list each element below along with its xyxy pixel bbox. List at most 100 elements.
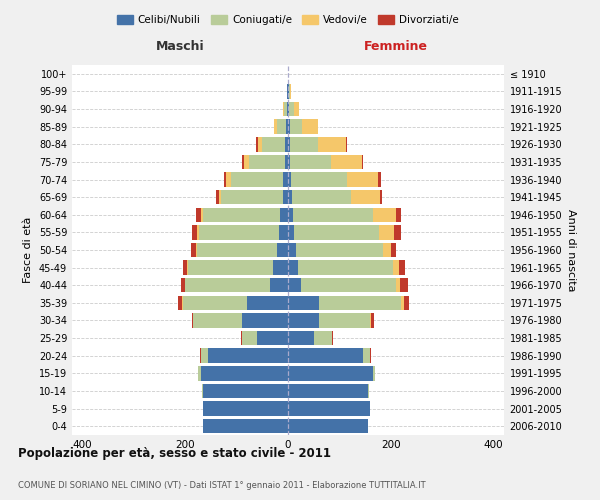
Bar (314, 331, 332, 345)
Bar (288, 172, 290, 186)
Bar (202, 384, 203, 398)
Bar (247, 296, 288, 310)
Bar (391, 243, 396, 257)
Bar (288, 260, 298, 275)
Bar (279, 225, 288, 240)
Bar (332, 331, 333, 345)
Bar (270, 278, 288, 292)
Text: COMUNE DI SORIANO NEL CIMINO (VT) - Dati ISTAT 1° gennaio 2011 - Elaborazione TU: COMUNE DI SORIANO NEL CIMINO (VT) - Dati… (18, 480, 425, 490)
Bar (379, 225, 394, 240)
Bar (193, 225, 197, 240)
Bar (283, 102, 284, 117)
Bar (288, 296, 319, 310)
Bar (196, 208, 200, 222)
Bar (294, 225, 379, 240)
Bar (193, 314, 242, 328)
Bar (290, 137, 318, 152)
Bar (383, 243, 391, 257)
Bar (290, 172, 347, 186)
Bar (289, 84, 290, 98)
Bar (216, 190, 218, 204)
Bar (288, 348, 362, 363)
Bar (203, 419, 288, 434)
Bar (394, 260, 398, 275)
Bar (178, 296, 182, 310)
Bar (373, 366, 376, 380)
Bar (362, 348, 370, 363)
Bar (244, 154, 249, 169)
Bar (288, 402, 370, 416)
Bar (274, 120, 277, 134)
Bar (368, 384, 369, 398)
Bar (249, 154, 285, 169)
Bar (200, 208, 203, 222)
Bar (188, 260, 272, 275)
Bar (293, 102, 299, 117)
Bar (283, 172, 288, 186)
Bar (242, 331, 257, 345)
Bar (288, 419, 368, 434)
Bar (290, 154, 331, 169)
Bar (351, 190, 380, 204)
Bar (331, 154, 362, 169)
Bar (401, 296, 404, 310)
Bar (293, 208, 373, 222)
Bar (347, 172, 378, 186)
Bar (199, 225, 279, 240)
Bar (371, 314, 374, 328)
Bar (197, 225, 199, 240)
Bar (288, 278, 301, 292)
Bar (398, 260, 405, 275)
Bar (298, 260, 394, 275)
Bar (256, 137, 258, 152)
Bar (262, 137, 286, 152)
Bar (242, 154, 244, 169)
Bar (182, 296, 247, 310)
Bar (203, 384, 288, 398)
Bar (285, 154, 288, 169)
Bar (292, 190, 351, 204)
Bar (288, 137, 290, 152)
Bar (288, 208, 293, 222)
Bar (394, 225, 401, 240)
Bar (258, 137, 262, 152)
Bar (288, 384, 368, 398)
Bar (289, 102, 293, 117)
Bar (257, 331, 288, 345)
Bar (226, 172, 232, 186)
Bar (203, 402, 288, 416)
Bar (187, 260, 188, 275)
Bar (288, 331, 314, 345)
Bar (288, 154, 290, 169)
Bar (318, 137, 346, 152)
Bar (362, 154, 363, 169)
Bar (370, 314, 371, 328)
Bar (288, 314, 319, 328)
Bar (400, 278, 408, 292)
Bar (197, 243, 277, 257)
Bar (319, 314, 370, 328)
Bar (192, 314, 193, 328)
Bar (200, 348, 208, 363)
Bar (373, 208, 396, 222)
Text: Popolazione per età, sesso e stato civile - 2011: Popolazione per età, sesso e stato civil… (18, 448, 331, 460)
Bar (191, 243, 196, 257)
Bar (182, 260, 187, 275)
Bar (396, 208, 401, 222)
Bar (277, 243, 288, 257)
Bar (288, 190, 292, 204)
Bar (284, 102, 287, 117)
Bar (319, 296, 401, 310)
Bar (232, 172, 283, 186)
Text: Maschi: Maschi (155, 40, 205, 52)
Bar (288, 243, 296, 257)
Bar (203, 208, 280, 222)
Bar (286, 120, 288, 134)
Bar (280, 208, 288, 222)
Bar (185, 278, 270, 292)
Bar (301, 278, 396, 292)
Text: Femmine: Femmine (364, 40, 428, 52)
Bar (396, 278, 400, 292)
Bar (224, 172, 226, 186)
Bar (378, 172, 380, 186)
